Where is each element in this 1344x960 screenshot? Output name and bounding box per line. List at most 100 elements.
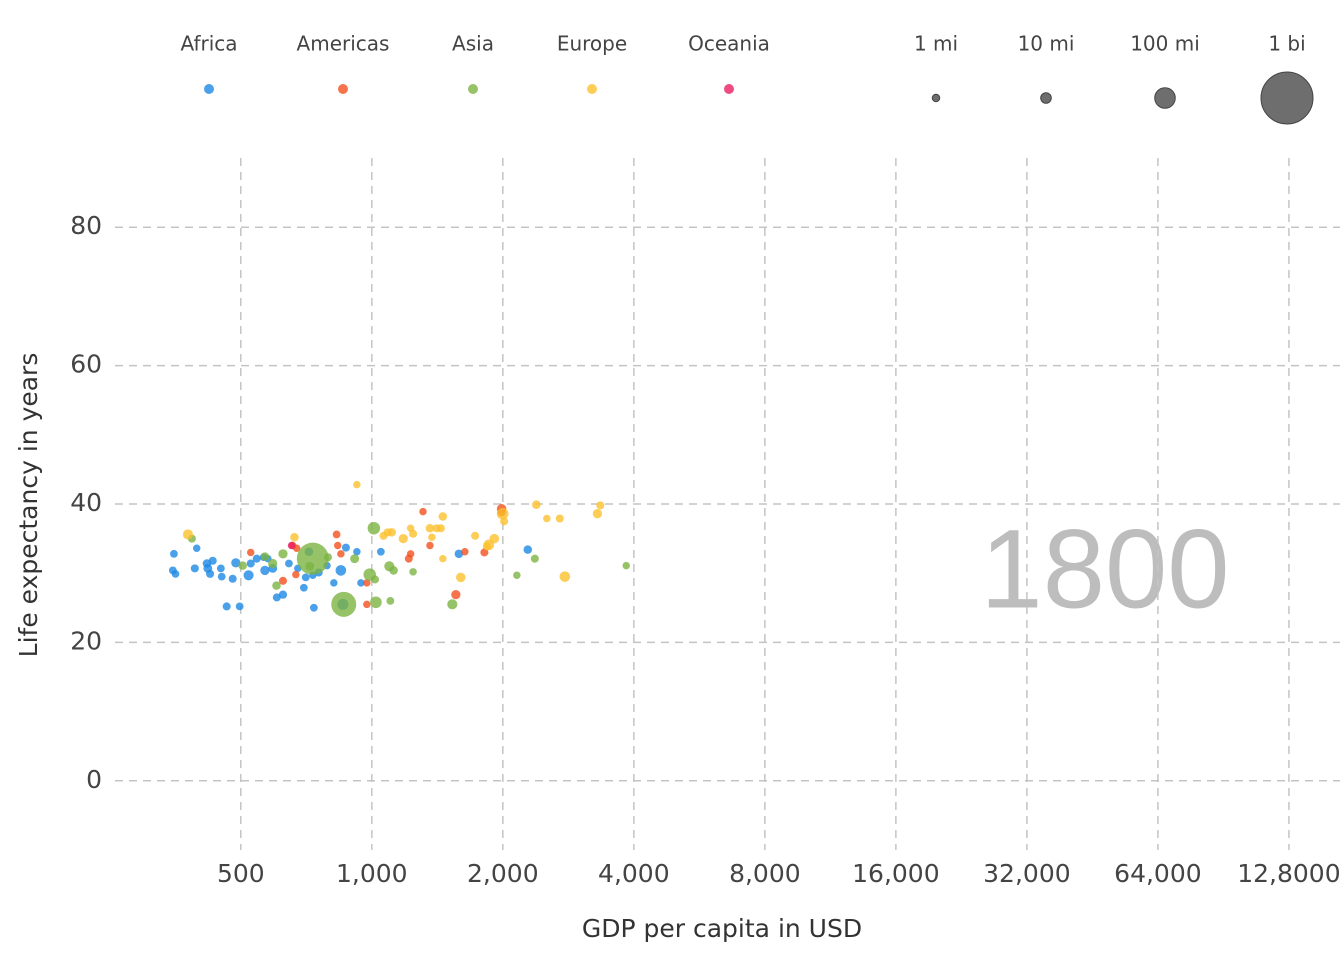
legend-swatch bbox=[468, 84, 478, 94]
size-legend-circle bbox=[931, 93, 941, 103]
legend-label: Oceania bbox=[688, 32, 770, 56]
bubble bbox=[376, 547, 385, 556]
bubble bbox=[287, 541, 296, 550]
bubble bbox=[425, 523, 435, 533]
bubble bbox=[305, 561, 315, 571]
bubble bbox=[447, 599, 458, 610]
bubble bbox=[386, 596, 395, 605]
bubble bbox=[323, 553, 333, 562]
bubble bbox=[419, 507, 427, 516]
bubble bbox=[592, 509, 603, 519]
bubble bbox=[238, 561, 247, 570]
bubble bbox=[170, 549, 178, 558]
bubble bbox=[622, 561, 630, 570]
x-axis-label: GDP per capita in USD bbox=[582, 914, 862, 943]
bubble bbox=[398, 533, 408, 544]
bubble bbox=[168, 566, 177, 575]
x-tick-label: 1,000 bbox=[336, 859, 408, 888]
bubble bbox=[299, 583, 308, 592]
bubble bbox=[436, 524, 445, 533]
bubble bbox=[387, 528, 396, 537]
bubble bbox=[559, 571, 571, 582]
size-legend-label: 100 mi bbox=[1130, 32, 1200, 56]
x-tick-label: 8,000 bbox=[729, 859, 801, 888]
size-legend-label: 10 mi bbox=[1018, 32, 1075, 56]
bubble bbox=[335, 565, 347, 576]
bubble bbox=[278, 549, 288, 559]
bubble bbox=[389, 566, 398, 575]
bubble bbox=[285, 559, 293, 568]
bubble bbox=[337, 550, 345, 558]
year-label: 1800 bbox=[980, 507, 1229, 632]
bubble bbox=[438, 512, 448, 521]
bubble bbox=[471, 531, 480, 540]
bubble bbox=[334, 541, 342, 550]
bubble bbox=[439, 554, 447, 563]
x-tick-label: 4,000 bbox=[598, 859, 670, 888]
x-tick-label: 12,8000 bbox=[1237, 859, 1340, 888]
bubble bbox=[208, 556, 217, 565]
legend-label: Asia bbox=[452, 32, 494, 56]
bubble bbox=[480, 548, 489, 557]
bubble bbox=[428, 533, 436, 541]
bubble bbox=[454, 549, 464, 559]
y-tick-label: 80 bbox=[70, 211, 102, 240]
bubble bbox=[247, 548, 255, 557]
bubble bbox=[596, 501, 605, 510]
bubble bbox=[451, 590, 461, 600]
bubble bbox=[331, 591, 357, 617]
bubble bbox=[301, 573, 310, 582]
bubble bbox=[278, 590, 288, 599]
bubble bbox=[243, 570, 254, 581]
bubble bbox=[272, 581, 281, 590]
bubble bbox=[363, 579, 371, 587]
bubble bbox=[296, 542, 329, 575]
bubble bbox=[532, 500, 541, 509]
bubble bbox=[500, 517, 509, 526]
size-legend-circle bbox=[1040, 92, 1052, 104]
bubble bbox=[543, 514, 551, 523]
bubble bbox=[252, 554, 261, 563]
bubble bbox=[309, 603, 318, 612]
x-tick-label: 32,000 bbox=[983, 859, 1070, 888]
bubble bbox=[555, 514, 564, 523]
legend-label: Americas bbox=[297, 32, 390, 56]
bubble bbox=[332, 530, 341, 539]
legend-label: Africa bbox=[180, 32, 237, 56]
bubble bbox=[260, 552, 270, 561]
legend-swatch bbox=[587, 84, 597, 94]
bubble bbox=[350, 554, 360, 564]
bubble bbox=[530, 554, 539, 563]
bubble bbox=[409, 529, 418, 538]
y-tick-label: 60 bbox=[70, 350, 102, 379]
y-tick-label: 20 bbox=[70, 626, 102, 655]
bubble bbox=[357, 579, 365, 587]
bubble bbox=[370, 596, 382, 609]
bubble bbox=[278, 576, 288, 585]
bubble bbox=[235, 602, 244, 611]
bubble bbox=[192, 544, 201, 553]
bubble bbox=[246, 559, 255, 568]
legend-label: Europe bbox=[557, 32, 627, 56]
bubble bbox=[353, 480, 361, 489]
size-legend-label: 1 bi bbox=[1268, 32, 1305, 56]
y-axis-label: Life expectancy in years bbox=[14, 353, 43, 658]
bubble bbox=[217, 572, 226, 581]
size-legend-circle bbox=[1260, 71, 1314, 125]
size-legend-label: 1 mi bbox=[914, 32, 958, 56]
bubble bbox=[513, 571, 521, 580]
bubble bbox=[228, 574, 237, 583]
x-tick-label: 16,000 bbox=[852, 859, 939, 888]
bubble bbox=[222, 602, 231, 611]
bubble bbox=[292, 570, 300, 579]
y-tick-label: 0 bbox=[86, 765, 102, 794]
legend-swatch bbox=[204, 84, 214, 94]
bubble bbox=[367, 521, 381, 535]
bubble bbox=[272, 593, 281, 602]
legend-swatch bbox=[724, 84, 734, 94]
bubble bbox=[353, 548, 361, 556]
bubble bbox=[216, 564, 225, 573]
bubble bbox=[341, 543, 350, 552]
bubble bbox=[461, 548, 469, 556]
